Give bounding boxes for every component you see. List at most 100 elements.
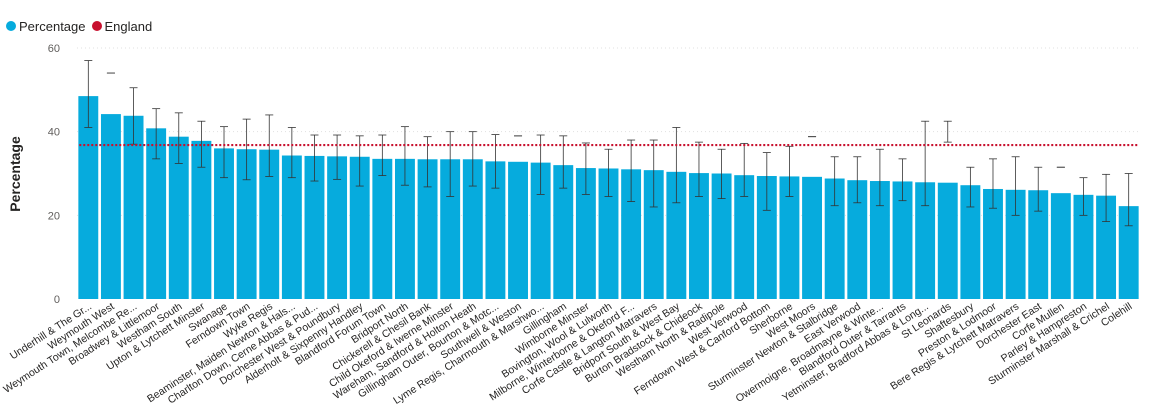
bar[interactable] [214,148,234,299]
error-bar [649,139,658,208]
bar[interactable] [168,136,189,299]
bar[interactable] [78,96,99,299]
y-tick-label: 20 [48,210,60,222]
y-axis-label: Percentage [7,136,23,212]
x-axis: Underhill & The Gr...Weymouth WestWeymou… [1,300,1134,405]
bar[interactable] [372,158,393,299]
error-bar [694,141,703,197]
error-bar [310,134,319,182]
bars [78,96,1139,300]
error-bar [446,131,455,197]
bar[interactable] [756,176,777,299]
y-tick-label: 0 [54,294,60,306]
bar[interactable] [824,178,845,299]
england-dot-icon [91,21,102,31]
error-bar [943,120,952,143]
bar[interactable] [530,162,551,299]
error-bar [921,120,930,207]
error-bar [966,166,975,208]
error-bar [1102,173,1111,223]
bar[interactable] [327,156,348,299]
bar[interactable] [146,128,167,299]
bar[interactable] [236,149,257,299]
error-bar [84,60,93,128]
error-bar [717,148,726,200]
error-bar [581,142,590,195]
error-bar [762,152,771,211]
y-tick-label: 60 [48,43,60,55]
error-bar [875,148,884,207]
error-bar [627,139,636,202]
error-bar [1124,173,1133,227]
bar[interactable] [734,175,755,299]
y-axis: 0 20 40 60 [48,43,60,306]
bar[interactable] [983,188,1003,299]
y-tick-label: 40 [48,127,60,139]
error-bar [672,127,681,204]
bar[interactable] [508,161,528,299]
error-bar [468,131,477,187]
legend-item-percentage[interactable]: Percentage [6,19,86,34]
error-bar [853,156,862,204]
bar[interactable] [598,168,619,299]
bar[interactable] [349,156,370,299]
bar[interactable] [1050,193,1071,299]
error-bar [785,145,794,197]
bar[interactable] [1096,195,1117,299]
bar[interactable] [575,168,596,299]
bar[interactable] [281,155,302,299]
legend-label-england: England [104,18,153,34]
error-bar [898,158,907,202]
bar[interactable] [304,155,325,299]
bar[interactable] [123,115,144,300]
bar[interactable] [802,176,823,299]
bar[interactable] [892,181,913,299]
legend-item-england[interactable]: England [91,18,153,34]
error-bar [152,108,161,160]
error-bar [988,158,997,209]
bar[interactable] [915,182,936,299]
error-bar [220,126,229,179]
legend-label-percentage: Percentage [19,18,86,34]
bar[interactable] [191,140,212,299]
error-bar [830,156,839,207]
error-bar [1011,156,1020,216]
error-bar [491,134,500,189]
bar[interactable] [869,181,890,299]
error-bar [1079,177,1088,216]
bar[interactable] [259,149,280,299]
bar[interactable] [1118,206,1139,299]
error-bar [1034,166,1043,212]
bar[interactable] [621,169,642,299]
bar[interactable] [847,180,868,299]
bar[interactable] [937,182,958,299]
error-bar [400,126,409,186]
error-bar [242,118,251,181]
bar[interactable] [960,185,981,299]
error-bar [378,134,387,176]
error-bar [197,120,206,168]
bar[interactable] [485,161,506,299]
legend: Percentage England [6,17,158,35]
bar[interactable] [643,170,664,299]
bar[interactable] [553,165,574,299]
error-bar [174,112,183,164]
bar[interactable] [1073,194,1094,299]
bar[interactable] [1005,189,1026,299]
bar[interactable] [711,173,732,300]
error-bar [604,148,613,197]
bar[interactable] [1028,190,1049,299]
bar[interactable] [394,158,415,299]
bar[interactable] [779,176,800,299]
error-bars [84,60,1133,227]
bar[interactable] [462,159,483,299]
bar[interactable] [440,159,461,299]
bar[interactable] [100,114,121,299]
bar[interactable] [666,171,687,299]
bar[interactable] [417,159,438,299]
percentage-dot-icon [6,21,16,31]
bar[interactable] [689,173,709,299]
error-bar [287,127,296,179]
error-bar [740,142,749,197]
